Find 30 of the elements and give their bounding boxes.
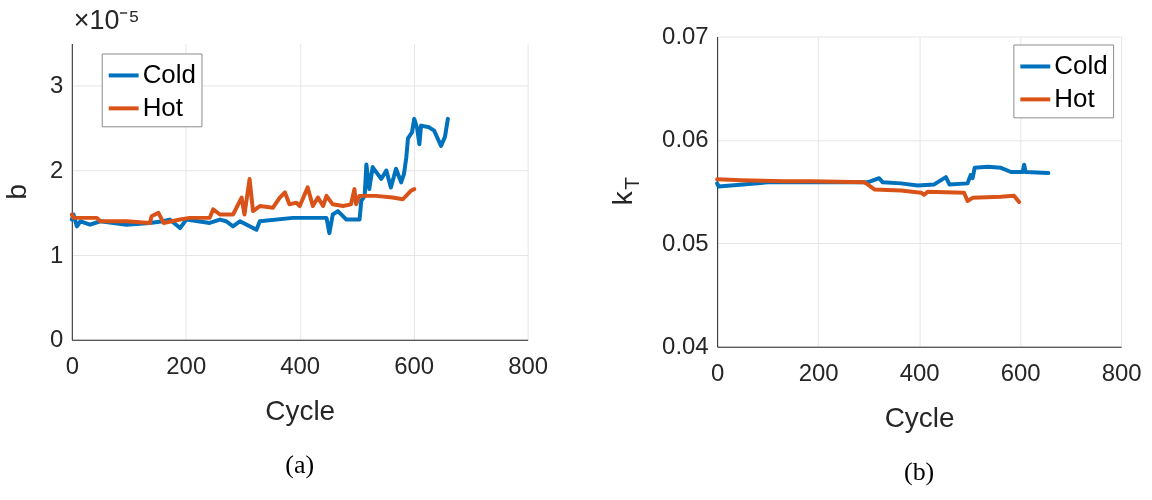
line-series <box>69 116 450 236</box>
y-tick-label: 2 <box>50 155 64 183</box>
y-tick-label: 0 <box>50 325 64 353</box>
y-tick-label: 0.06 <box>662 125 709 153</box>
y-tick-label: 1 <box>50 240 64 268</box>
x-tick-label: 200 <box>166 352 207 380</box>
x-axis-title: Cycle <box>265 395 336 427</box>
y-axis-title: b <box>1 183 33 200</box>
legend-label: Hot <box>1054 84 1096 113</box>
x-tick-label: 400 <box>899 359 940 387</box>
y-tick-label: 0.04 <box>662 332 709 360</box>
y-axis-title: kT <box>606 176 643 206</box>
x-tick-label: 600 <box>394 352 435 380</box>
y-tick-label: 0.07 <box>662 22 709 50</box>
x-axis-title: Cycle <box>884 402 955 434</box>
line-series <box>69 176 417 225</box>
y-tick-label: 3 <box>50 71 64 99</box>
x-tick-label: 600 <box>1000 359 1041 387</box>
x-tick-label: 800 <box>1101 359 1142 387</box>
x-tick-label: 200 <box>798 359 839 387</box>
text: ×10⁻⁵ <box>73 4 140 35</box>
text: (a) <box>285 450 315 480</box>
y-tick-label: 0.05 <box>662 228 709 256</box>
legend-label: Cold <box>142 60 196 89</box>
text: (b) <box>903 457 935 487</box>
x-tick-label: 400 <box>280 352 321 380</box>
x-tick-label: 800 <box>508 352 549 380</box>
line-series <box>715 177 1022 204</box>
legend-label: Cold <box>1054 51 1108 80</box>
legend-label: Hot <box>142 93 184 122</box>
